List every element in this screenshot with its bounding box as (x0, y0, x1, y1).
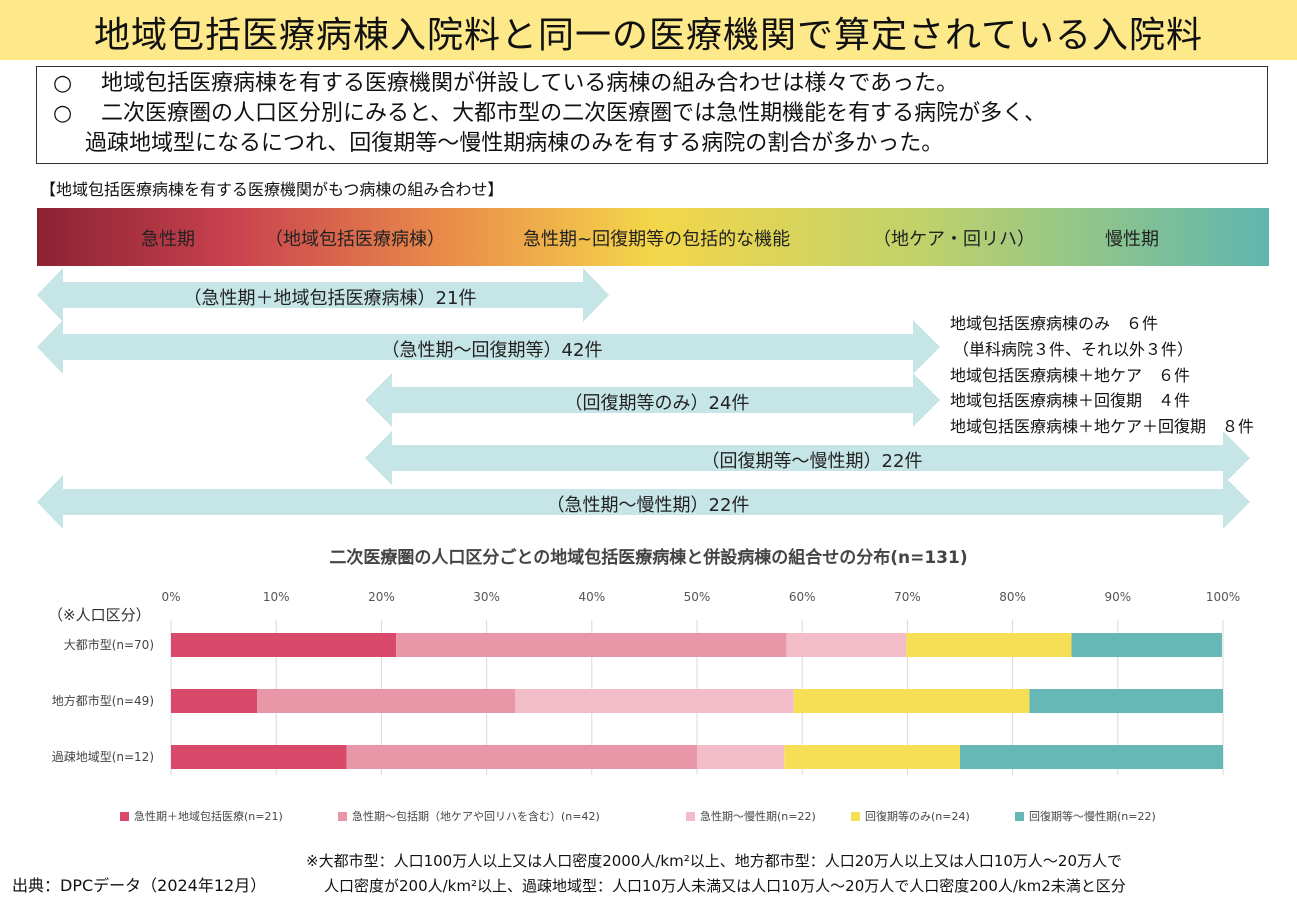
category-label: 過疎地域型(n=12) (52, 750, 154, 764)
side-note: （単科病院３件、それ以外３件） (953, 340, 1194, 359)
bar-segment (960, 745, 1223, 769)
bar-segment (396, 633, 787, 657)
bar-segment (171, 633, 397, 657)
x-tick-label: 40% (578, 590, 605, 604)
page-title: 地域包括医療病棟入院料と同一の医療機関で算定されている入院料 (94, 15, 1203, 56)
gradient-label-community: （地域包括医療病棟） (265, 229, 445, 250)
gradient-label-comprehensive: 急性期~回復期等の包括的な機能 (523, 229, 791, 250)
bullet-marker: ○ (53, 71, 73, 96)
bar-segment (257, 689, 516, 713)
legend-item: 急性期～慢性期(n=22) (686, 808, 816, 824)
legend-item: 急性期～包括期（地ケアや回リハを含む）(n=42) (338, 808, 600, 824)
legend-swatch (120, 811, 129, 821)
x-tick-label: 10% (263, 590, 290, 604)
category-axis-label: （※人口区分） (48, 606, 151, 624)
arrow-acute-chronic (37, 475, 1250, 529)
arrow-label-recovery-only: （回復期等のみ）24件 (564, 393, 750, 414)
bar-segment (346, 745, 697, 769)
source-note: 出典：DPCデータ（2024年12月） (12, 876, 267, 895)
legend-item: 回復期等のみ(n=24) (851, 808, 970, 824)
legend-swatch (686, 811, 695, 821)
legend-label: 回復期等～慢性期(n=22) (1029, 810, 1156, 823)
arrow-acute-community (37, 268, 609, 322)
arrow-label-recovery-chronic: （回復期等～慢性期）22件 (701, 451, 923, 472)
bar-segment (784, 745, 960, 769)
bar-segment (786, 633, 907, 657)
category-label: 地方都市型(n=49) (52, 693, 154, 708)
bar-segment (171, 689, 258, 713)
summary-text: 二次医療圏の人口区分別にみると、大都市型の二次医療圏では急性期機能を有する病院が… (101, 101, 1047, 126)
arrow-label-acute-recovery: （急性期～回復期等）42件 (381, 340, 603, 361)
arrow-recovery-chronic (365, 431, 1250, 485)
gradient-label-recovery: （地ケア・回リハ） (873, 229, 1035, 250)
arrow-acute-recovery (37, 320, 940, 374)
legend-swatch (851, 811, 860, 821)
side-note: 地域包括医療病棟＋地ケア＋回復期 ８件 (950, 417, 1255, 436)
legend-label: 回復期等のみ(n=24) (865, 810, 970, 823)
bar-segment (171, 745, 347, 769)
bar-segment (515, 689, 794, 713)
stacked-bar-chart: 0% 10% 20% 30% 40% 50% 60% 70% 80% 90% 100% 大都市型(n=… (52, 590, 1240, 775)
bullet-marker: ○ (53, 101, 73, 126)
side-note: 地域包括医療病棟のみ ６件 (950, 314, 1159, 333)
side-note: 地域包括医療病棟＋地ケア ６件 (950, 366, 1191, 385)
side-note: 地域包括医療病棟＋回復期 ４件 (950, 391, 1191, 410)
bar-segment (1071, 633, 1222, 657)
legend-swatch (1015, 811, 1024, 821)
bar-segment (1029, 689, 1223, 713)
legend-swatch (338, 811, 347, 821)
x-tick-label: 70% (894, 590, 921, 604)
function-gradient-bar: 急性期 （地域包括医療病棟） 急性期~回復期等の包括的な機能 （地ケア・回リハ）… (37, 208, 1269, 266)
summary-line-2: ○ 二次医療圏の人口区分別にみると、大都市型の二次医療圏では急性期機能を有する病院… (53, 99, 1046, 129)
category-label: 大都市型(n=70) (64, 637, 154, 652)
legend-item: 急性期＋地域包括医療(n=21) (120, 808, 283, 824)
legend-label: 急性期＋地域包括医療(n=21) (134, 810, 283, 823)
arrow-label-acute-chronic: （急性期～慢性期）22件 (546, 495, 750, 516)
summary-text: 過疎地域型になるにつれ、回復期等～慢性期病棟のみを有する病院の割合が多かった。 (85, 131, 944, 156)
gradient-label-chronic: 慢性期 (1105, 229, 1159, 250)
footnote-line-1: ※大都市型：人口100万人以上又は人口密度2000人/km²以上、地方都市型：人… (306, 852, 1123, 870)
summary-line-3: 過疎地域型になるにつれ、回復期等～慢性期病棟のみを有する病院の割合が多かった。 (85, 129, 943, 159)
x-tick-label: 20% (368, 590, 395, 604)
bar-segment (793, 689, 1030, 713)
x-tick-label: 0% (161, 590, 180, 604)
bar-segment (906, 633, 1072, 657)
legend-label: 急性期～包括期（地ケアや回リハを含む）(n=42) (352, 810, 600, 823)
x-tick-label: 100% (1206, 590, 1240, 604)
legend-label: 急性期～慢性期(n=22) (700, 810, 816, 823)
summary-text: 地域包括医療病棟を有する医療機関が併設している病棟の組み合わせは様々であった。 (101, 71, 959, 96)
x-tick-label: 60% (789, 590, 816, 604)
x-tick-label: 80% (999, 590, 1026, 604)
arrow-label-acute-community: （急性期＋地域包括医療病棟）21件 (183, 288, 477, 309)
summary-line-1: ○ 地域包括医療病棟を有する医療機関が併設している病棟の組み合わせは様々であった。 (53, 69, 958, 99)
footnote-line-2: 人口密度が200人/km²以上、過疎地域型：人口10万人未満又は人口10万人～2… (324, 877, 1126, 895)
legend-item: 回復期等～慢性期(n=22) (1015, 808, 1156, 824)
x-tick-label: 30% (473, 590, 500, 604)
summary-box: ○ 地域包括医療病棟を有する医療機関が併設している病棟の組み合わせは様々であった。… (36, 66, 1268, 164)
section-heading: 【地域包括医療病棟を有する医療機関がもつ病棟の組み合わせ】 (40, 180, 504, 199)
chart-title: 二次医療圏の人口区分ごとの地域包括医療病棟と併設病棟の組合せの分布(n=131) (329, 548, 968, 568)
title-bar: 地域包括医療病棟入院料と同一の医療機関で算定されている入院料 (0, 0, 1297, 60)
gradient-label-acute: 急性期 (141, 229, 195, 250)
x-tick-label: 50% (684, 590, 711, 604)
bar-segment (697, 745, 785, 769)
x-tick-label: 90% (1104, 590, 1131, 604)
arrow-recovery-only (365, 373, 940, 427)
